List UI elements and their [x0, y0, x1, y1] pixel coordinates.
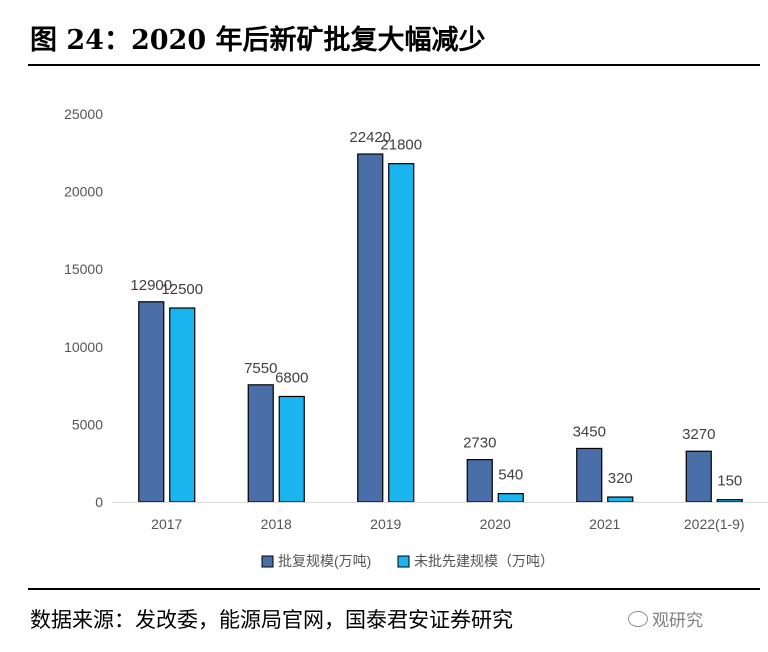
bar-approved: [247, 384, 274, 503]
y-tick-label: 0: [95, 494, 103, 510]
data-label: 540: [498, 467, 523, 484]
data-label: 21800: [380, 137, 422, 154]
bottom-rule: [28, 588, 760, 590]
bar-unapproved: [497, 493, 524, 503]
bar-approved: [466, 459, 493, 503]
data-label: 6800: [275, 369, 308, 386]
x-tick-label: 2022(1-9): [684, 516, 745, 532]
bar-approved: [138, 301, 165, 503]
data-label: 12900: [130, 277, 172, 294]
x-tick-label: 2017: [151, 516, 182, 532]
data-label: 3270: [682, 426, 715, 443]
bar-unapproved: [716, 499, 743, 503]
y-tick-label: 15000: [64, 261, 103, 277]
x-tick-label: 2018: [261, 516, 292, 532]
y-axis: 0 5000 10000 15000 20000 25000: [64, 106, 103, 510]
bar-unapproved: [278, 395, 305, 503]
data-label: 12500: [161, 281, 203, 298]
wechat-icon: [628, 610, 648, 627]
y-tick-label: 5000: [72, 416, 103, 432]
x-tick-label: 2020: [480, 516, 511, 532]
figure-title: 图 24：2020 年后新矿批复大幅减少: [30, 25, 486, 56]
top-rule: [28, 64, 760, 66]
bar-unapproved: [388, 163, 415, 503]
y-tick-label: 10000: [64, 339, 103, 355]
bar-approved: [357, 153, 384, 503]
data-label: 22420: [349, 129, 391, 146]
legend-swatch: [397, 555, 410, 568]
data-label: 7550: [244, 360, 277, 377]
data-label: 150: [717, 473, 742, 490]
y-tick-label: 20000: [64, 184, 103, 200]
legend: 批复规模(万吨) 未批先建规模（万吨）: [261, 553, 554, 569]
bar-approved: [685, 450, 712, 503]
x-axis: 2017 2018 2019 2020 2021 2022(1-9): [112, 502, 768, 532]
data-label: 320: [608, 470, 633, 487]
x-tick-label: 2019: [370, 516, 401, 532]
data-label: 2730: [463, 435, 496, 452]
legend-label: 批复规模(万吨): [278, 553, 371, 569]
source-note: 数据来源：发改委，能源局官网，国泰君安证券研究: [30, 608, 513, 632]
y-tick-label: 25000: [64, 106, 103, 122]
bar-approved: [576, 447, 603, 503]
bar-unapproved: [169, 307, 196, 503]
data-label: 3450: [573, 423, 606, 440]
bar-unapproved: [607, 496, 634, 503]
legend-swatch: [261, 555, 274, 568]
watermark: 观研究: [628, 606, 703, 631]
x-tick-label: 2021: [589, 516, 620, 532]
legend-label: 未批先建规模（万吨）: [414, 553, 554, 569]
watermark-text: 观研究: [652, 611, 703, 631]
